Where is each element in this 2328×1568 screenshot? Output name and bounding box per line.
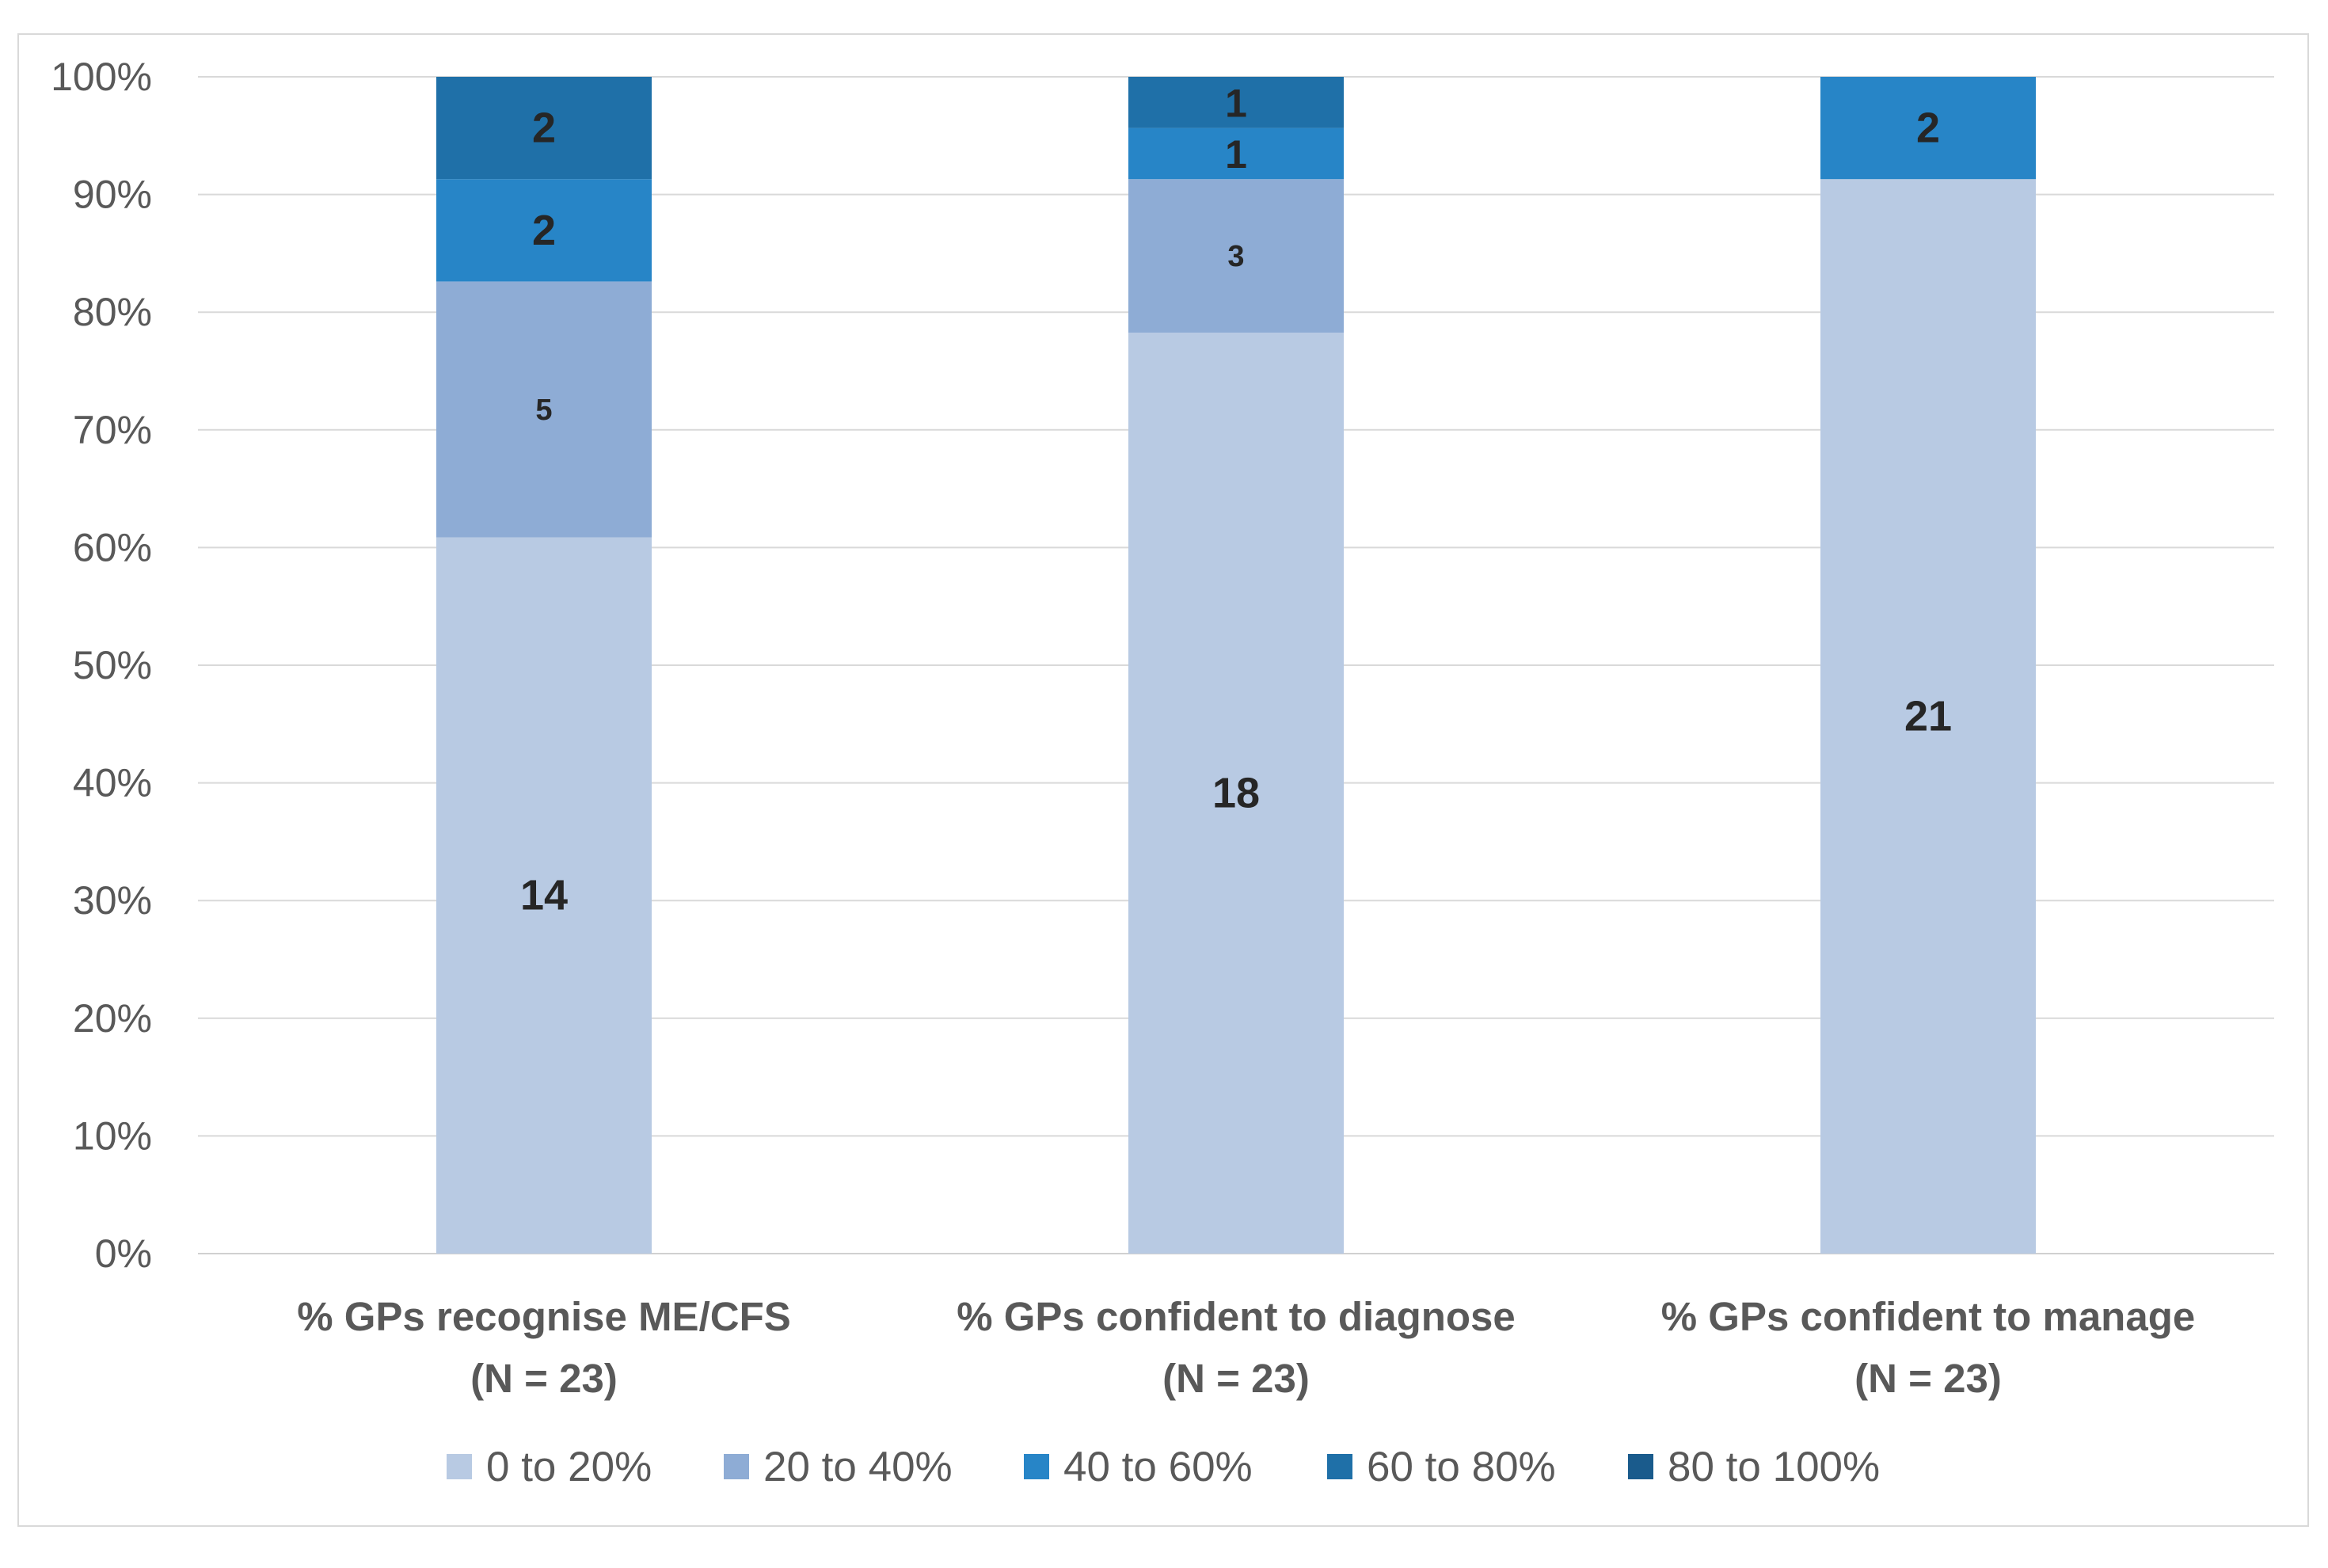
bar-segment [436, 537, 652, 1254]
legend-swatch [724, 1454, 749, 1479]
data-label: 2 [532, 105, 556, 152]
data-label: 2 [532, 207, 556, 254]
x-category-label: (N = 23) [1854, 1356, 2002, 1401]
legend-swatch [1628, 1454, 1653, 1479]
data-label: 14 [520, 872, 568, 919]
y-tick-label: 100% [51, 55, 152, 99]
y-tick-label: 10% [73, 1113, 152, 1158]
bars [436, 77, 2036, 1254]
data-label: 5 [535, 394, 552, 427]
y-tick-label: 50% [73, 643, 152, 687]
bar-segment [436, 179, 652, 282]
legend-label: 40 to 60% [1063, 1444, 1253, 1490]
x-axis-categories: % GPs recognise ME/CFS (N = 23) % GPs conf… [297, 1294, 2195, 1401]
data-label: 1 [1225, 132, 1247, 177]
bar-segment [1820, 179, 2036, 1254]
x-category-label: (N = 23) [1162, 1356, 1310, 1401]
bar-segment [436, 281, 652, 538]
bar-segment [1128, 127, 1344, 180]
data-label: 1 [1225, 81, 1247, 125]
data-labels: 14 5 2 2 18 3 1 1 21 2 [520, 81, 1952, 919]
legend-label: 80 to 100% [1668, 1444, 1880, 1490]
legend-label: 0 to 20% [486, 1444, 652, 1490]
data-label: 3 [1227, 240, 1244, 273]
bar-segment [1128, 179, 1344, 333]
bar-segment [1128, 77, 1344, 128]
legend: 0 to 20% 20 to 40% 40 to 60% 60 to 80% 80 to… [447, 1444, 1880, 1490]
bar-segment [1820, 77, 2036, 180]
x-category-label: % GPs recognise ME/CFS [297, 1294, 791, 1339]
legend-swatch [447, 1454, 472, 1479]
y-tick-label: 30% [73, 878, 152, 923]
y-tick-label: 70% [73, 408, 152, 452]
y-tick-label: 20% [73, 996, 152, 1041]
y-tick-label: 90% [73, 173, 152, 217]
legend-label: 60 to 80% [1367, 1444, 1556, 1490]
y-axis-ticks: 0% 10% 20% 30% 40% 50% 60% 70% 80% 90% 100% [51, 55, 152, 1276]
y-tick-label: 60% [73, 525, 152, 569]
data-label: 2 [1916, 105, 1940, 152]
x-category-label: (N = 23) [470, 1356, 618, 1401]
data-label: 21 [1904, 693, 1952, 740]
legend-swatch [1024, 1454, 1049, 1479]
legend-label: 20 to 40% [763, 1444, 953, 1490]
bar-segment [1128, 333, 1344, 1254]
x-category-label: % GPs confident to diagnose [957, 1294, 1516, 1339]
legend-swatch [1327, 1454, 1352, 1479]
data-label: 18 [1212, 770, 1260, 817]
y-tick-label: 40% [73, 761, 152, 805]
y-tick-label: 0% [95, 1231, 152, 1276]
bar-segment [436, 77, 652, 180]
x-category-label: % GPs confident to manage [1661, 1294, 2195, 1339]
y-tick-label: 80% [73, 290, 152, 334]
